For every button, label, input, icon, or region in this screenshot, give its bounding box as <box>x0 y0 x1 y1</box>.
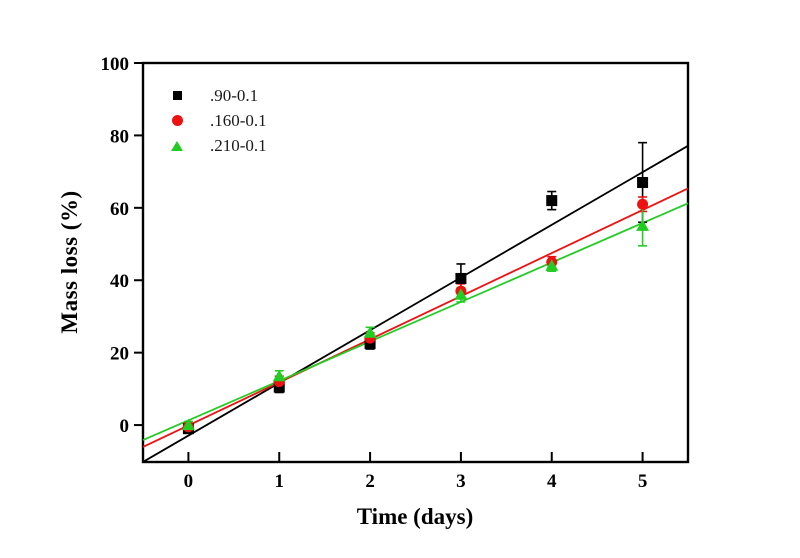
legend-item: .210-0.1 <box>170 133 267 158</box>
circle-marker-icon <box>170 114 184 128</box>
legend-item: .160-0.1 <box>170 108 267 133</box>
y-axis-title: Mass loss (%) <box>57 190 82 334</box>
fit-line-circle <box>142 187 689 448</box>
y-tick-label: 20 <box>110 344 129 365</box>
data-point-circle <box>637 198 649 210</box>
x-axis-title: Time (days) <box>356 504 474 529</box>
fit-line-square <box>142 145 689 463</box>
legend-label: .90-0.1 <box>210 85 259 105</box>
data-point-triangle <box>545 259 559 271</box>
data-point-triangle <box>272 369 286 382</box>
y-tick-label: 80 <box>110 126 129 147</box>
data-point-triangle <box>363 326 377 338</box>
data-point-square <box>637 176 649 188</box>
x-tick-label: 2 <box>365 471 375 492</box>
data-point-triangle <box>636 219 650 231</box>
fit-line-triangle <box>142 202 689 441</box>
plot-frame <box>141 61 690 464</box>
x-tick-label: 5 <box>638 471 648 492</box>
data-point-square <box>546 195 558 207</box>
x-tick-label: 3 <box>456 471 466 492</box>
y-tick-label: 60 <box>110 199 129 220</box>
y-tick-label: 0 <box>120 416 130 437</box>
legend-item: .90-0.1 <box>170 83 267 108</box>
data-point-square <box>455 272 467 284</box>
triangle-marker-icon <box>170 139 184 153</box>
square-marker-icon <box>170 89 184 103</box>
x-tick-label: 4 <box>547 471 557 492</box>
legend-label: .160-0.1 <box>210 110 267 130</box>
data-point-triangle <box>454 288 468 300</box>
y-tick-label: 40 <box>110 271 129 292</box>
legend-label: .210-0.1 <box>210 135 267 155</box>
x-tick-label: 1 <box>275 471 285 492</box>
x-tick-label: 0 <box>184 471 194 492</box>
data-point-triangle <box>181 418 195 431</box>
legend: .90-0.1 .160-0.1 .210-0.1 <box>170 83 267 158</box>
y-tick-label: 100 <box>101 54 130 75</box>
